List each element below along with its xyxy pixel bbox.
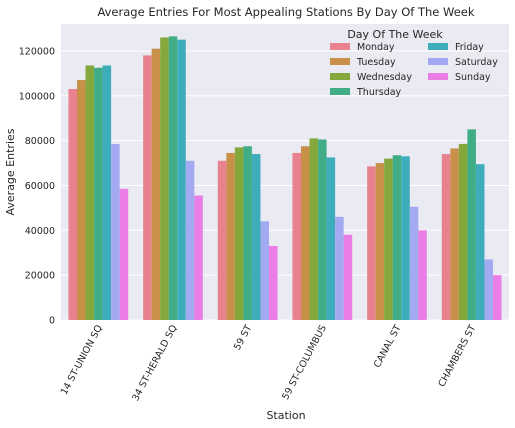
legend-label: Friday (455, 42, 484, 53)
bar-sunday (493, 275, 502, 320)
y-tick-label: 80000 (25, 136, 55, 147)
x-tick-label: 59 ST (232, 323, 254, 352)
bar-saturday (111, 143, 120, 320)
legend-swatch (428, 43, 448, 50)
legend-swatch (330, 58, 350, 65)
x-tick-label: CHAMBERS ST (436, 323, 478, 389)
bar-thursday (318, 139, 327, 320)
legend-swatch (428, 58, 448, 65)
bar-tuesday (375, 163, 385, 320)
bar-monday (367, 166, 376, 320)
bar-friday (251, 154, 261, 320)
bar-friday (102, 65, 112, 320)
bar-monday (68, 89, 77, 320)
legend-label: Thursday (356, 87, 402, 98)
legend-label: Wednesday (357, 72, 412, 83)
bar-monday (441, 154, 451, 320)
chart-title: Average Entries For Most Appealing Stati… (97, 5, 474, 19)
bar-monday (217, 160, 227, 320)
bar-sunday (269, 246, 278, 320)
legend-title: Day Of The Week (347, 28, 443, 41)
legend-label: Tuesday (356, 57, 396, 68)
y-axis-label: Average Entries (4, 128, 17, 215)
legend-swatch (330, 43, 350, 50)
bar-saturday (409, 206, 419, 320)
bar-monday (143, 55, 152, 320)
bar-friday (326, 157, 336, 320)
bar-saturday (335, 216, 344, 320)
bar-thursday (467, 129, 476, 320)
bar-friday (177, 39, 186, 320)
bar-tuesday (450, 148, 459, 320)
bar-thursday (94, 67, 103, 320)
y-tick-label: 40000 (25, 226, 55, 237)
bar-sunday (418, 230, 427, 320)
y-tick-label: 20000 (25, 271, 55, 282)
x-tick-label: 34 ST-HERALD SQ (130, 323, 179, 403)
x-tick-label: CANAL ST (372, 323, 404, 370)
legend-label: Saturday (455, 57, 498, 68)
bar-saturday (185, 160, 195, 320)
legend-label: Sunday (455, 72, 491, 83)
bar-tuesday (226, 152, 235, 320)
bar-tuesday (77, 80, 86, 320)
x-tick-label: 14 ST-UNION SQ (59, 323, 105, 397)
bar-wednesday (85, 65, 95, 320)
bar-sunday (194, 195, 203, 320)
bar-thursday (392, 155, 402, 320)
bar-sunday (119, 188, 129, 320)
y-tick-label: 120000 (19, 46, 55, 57)
bar-wednesday (458, 143, 468, 320)
y-tick-label: 0 (49, 316, 55, 327)
legend-swatch (330, 88, 350, 95)
bar-friday (475, 164, 485, 320)
bar-monday (292, 152, 301, 320)
legend-swatch (428, 73, 448, 80)
bar-saturday (484, 259, 493, 320)
legend-label: Monday (357, 42, 395, 53)
bar-saturday (260, 221, 269, 320)
bar-sunday (343, 234, 353, 320)
y-tick-label: 100000 (19, 91, 55, 102)
bar-friday (401, 156, 410, 320)
bar-wednesday (160, 37, 169, 320)
x-axis-label: Station (266, 409, 305, 422)
bar-wednesday (234, 147, 244, 320)
bar-wednesday (309, 138, 319, 320)
bar-thursday (168, 36, 178, 320)
bar-tuesday (301, 146, 310, 320)
bar-tuesday (151, 48, 161, 321)
x-tick-label: 59 ST-COLUMBUS (280, 323, 329, 402)
y-tick-label: 60000 (25, 181, 55, 192)
bar-wednesday (384, 158, 393, 320)
bar-thursday (243, 146, 252, 320)
legend-swatch (330, 73, 350, 80)
